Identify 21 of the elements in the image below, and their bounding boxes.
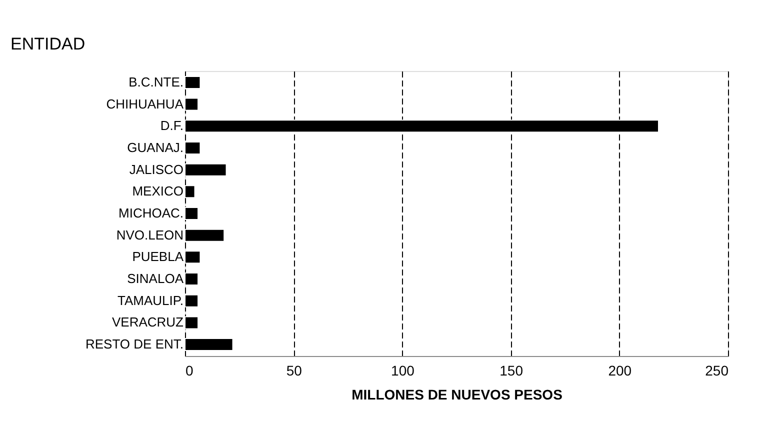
y-tick-label: CHIHUAHUA — [106, 96, 184, 112]
y-tick-label: NVO.LEON — [116, 227, 184, 242]
y-tick-label: GUANAJ. — [127, 140, 184, 155]
x-tick-label: 200 — [608, 362, 632, 378]
y-tick-label: B.C.NTE. — [128, 74, 184, 90]
y-tick-label: VERACRUZ — [112, 314, 184, 330]
x-tick-label: 250 — [705, 362, 729, 378]
x-tick-label: 50 — [286, 362, 302, 378]
y-tick-label: PUEBLA — [132, 249, 184, 264]
y-tick-label: TAMAULIP. — [118, 292, 184, 308]
x-axis-title: MILLONES DE NUEVOS PESOS — [352, 386, 562, 402]
x-tick-label: 100 — [391, 362, 415, 378]
y-tick-label: SINALOA — [127, 271, 184, 286]
x-tick-label: 150 — [500, 362, 524, 378]
y-tick-label: MEXICO — [132, 184, 184, 199]
y-tick-label: D.F. — [160, 118, 184, 134]
y-tick-label: MICHOAC. — [118, 206, 184, 220]
y-axis-title: ENTIDAD — [10, 34, 86, 54]
y-tick-label: JALISCO — [129, 162, 184, 177]
x-tick-label: 0 — [186, 362, 194, 378]
y-tick-label: RESTO DE ENT. — [85, 336, 184, 352]
